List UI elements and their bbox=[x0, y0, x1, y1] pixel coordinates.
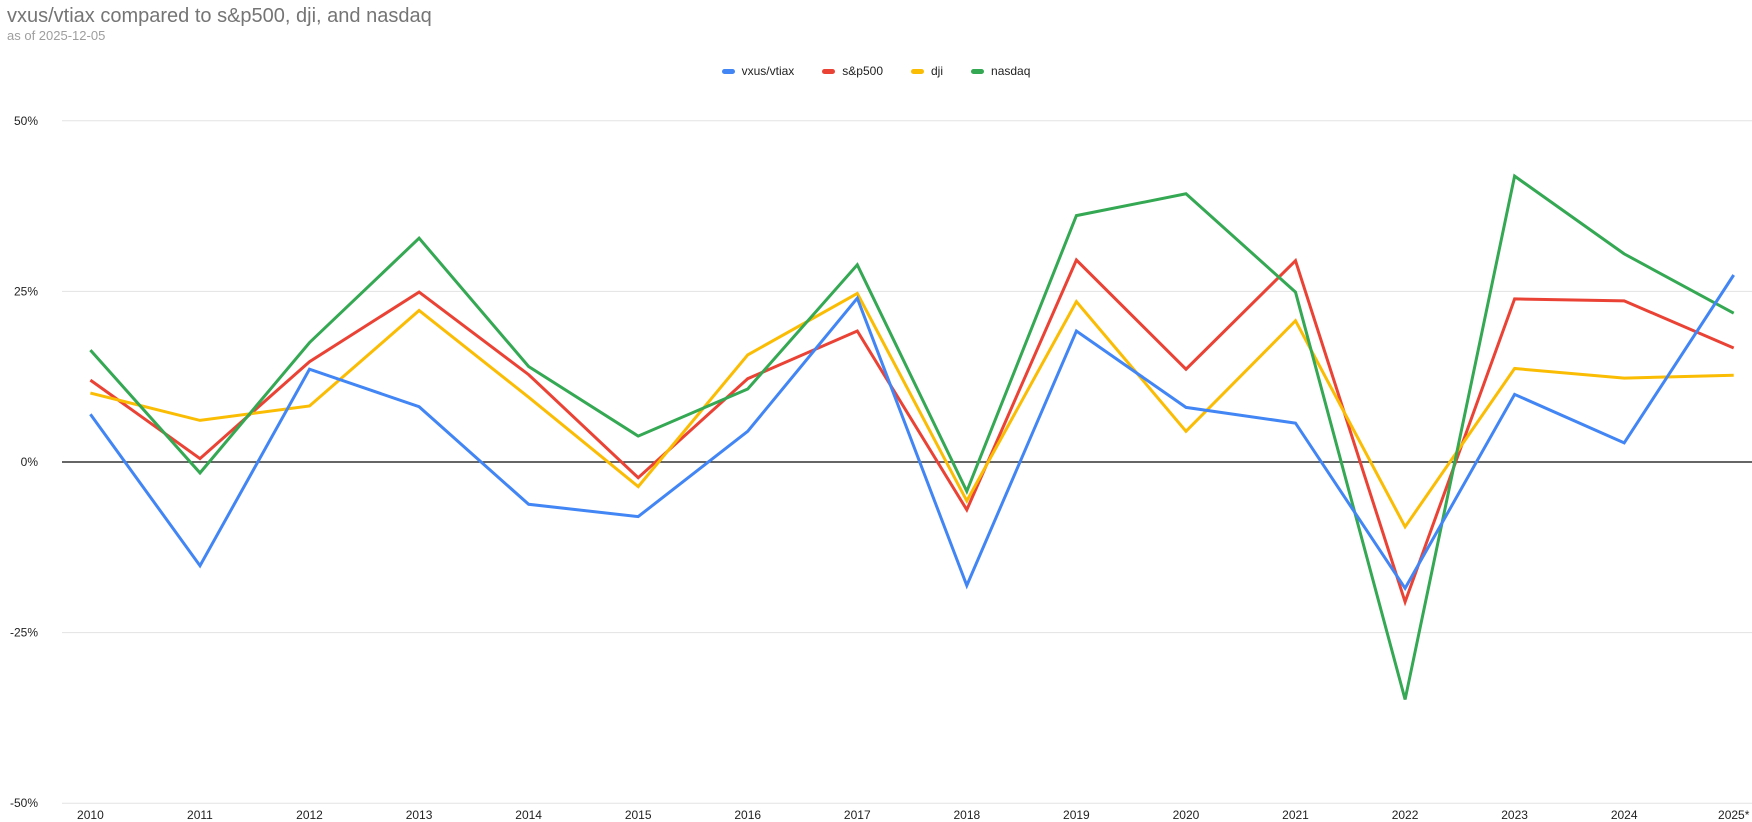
x-axis-label: 2011 bbox=[187, 808, 213, 822]
x-axis-label: 2021 bbox=[1282, 808, 1309, 822]
x-axis-label: 2013 bbox=[406, 808, 433, 822]
x-axis-label: 2020 bbox=[1173, 808, 1200, 822]
legend-item-vxus-vtiax[interactable]: vxus/vtiax bbox=[721, 64, 795, 78]
legend-label: dji bbox=[931, 64, 944, 78]
x-axis-label: 2019 bbox=[1063, 808, 1090, 822]
legend-label: s&p500 bbox=[842, 64, 883, 78]
legend-label: nasdaq bbox=[991, 64, 1031, 78]
x-axis-label: 2010 bbox=[77, 808, 104, 822]
x-axis-label: 2025* bbox=[1718, 808, 1750, 822]
legend-item-nasdaq[interactable]: nasdaq bbox=[971, 64, 1030, 78]
legend: vxus/vtiax s&p500 dji nasdaq bbox=[0, 64, 1752, 78]
legend-swatch-icon bbox=[911, 68, 924, 74]
x-axis-label: 2012 bbox=[296, 808, 323, 822]
y-axis-label: -50% bbox=[10, 796, 38, 810]
chart-title: vxus/vtiax compared to s&p500, dji, and … bbox=[7, 5, 432, 27]
chart-subtitle: as of 2025-12-05 bbox=[7, 28, 106, 43]
x-axis-label: 2015 bbox=[625, 808, 652, 822]
y-axis-label: 25% bbox=[14, 284, 38, 298]
legend-swatch-icon bbox=[822, 68, 836, 74]
legend-label: vxus/vtiax bbox=[741, 64, 795, 78]
y-axis-label: 50% bbox=[14, 114, 38, 128]
x-axis-label: 2014 bbox=[515, 808, 542, 822]
y-axis-label: 0% bbox=[21, 455, 39, 469]
x-axis-label: 2022 bbox=[1392, 808, 1419, 822]
x-axis-label: 2017 bbox=[844, 808, 871, 822]
series-line-vxus-vtiax[interactable] bbox=[89, 274, 1735, 592]
legend-swatch-icon bbox=[971, 68, 985, 74]
legend-item-dji[interactable]: dji bbox=[911, 64, 943, 78]
legend-item-s-p500[interactable]: s&p500 bbox=[822, 64, 883, 78]
x-axis-label: 2023 bbox=[1501, 808, 1528, 822]
legend-swatch-icon bbox=[721, 68, 735, 74]
x-axis-label: 2016 bbox=[734, 808, 761, 822]
x-axis-label: 2024 bbox=[1611, 808, 1638, 822]
series-line-dji[interactable] bbox=[90, 291, 1734, 530]
series-line-s-p500[interactable] bbox=[89, 257, 1735, 607]
x-axis-label: 2018 bbox=[953, 808, 980, 822]
y-axis-label: -25% bbox=[10, 626, 38, 640]
series-line-nasdaq[interactable] bbox=[89, 173, 1735, 700]
